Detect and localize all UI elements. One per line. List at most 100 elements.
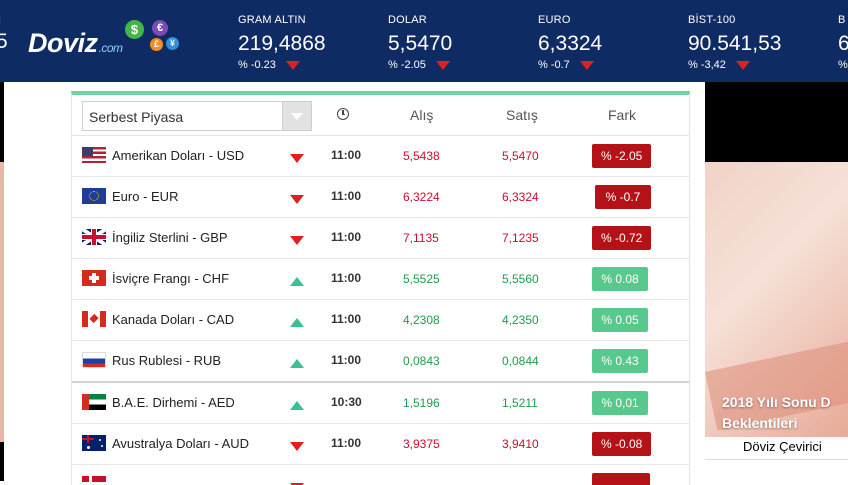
ticker-gram-altin[interactable]: GRAM ALTIN 219,4868 % -0.23 xyxy=(238,14,326,71)
direction-down-icon xyxy=(290,191,304,209)
ca-flag-icon xyxy=(82,311,106,327)
buy-price: 6,3224 xyxy=(403,190,440,204)
top-header: I 5 Doviz.com $ € £ ¥ GRAM ALTIN 219,486… xyxy=(0,0,848,82)
sell-price: 4,2350 xyxy=(502,313,539,327)
currency-table: Serbest Piyasa Alış Satış Fark Amerikan … xyxy=(71,91,690,485)
update-time: 11:00 xyxy=(331,312,362,326)
column-header-buy: Alış xyxy=(410,107,434,123)
currency-name[interactable]: İngiliz Sterlini - GBP xyxy=(112,230,228,245)
direction-down-icon xyxy=(290,479,304,485)
change-badge: % -2.05 xyxy=(592,144,652,168)
site-logo[interactable]: Doviz.com xyxy=(28,28,123,59)
table-row[interactable]: B.A.E. Dirhemi - AED 10:30 1,5196 1,5211… xyxy=(72,383,689,424)
ticker-edge-name: I xyxy=(0,14,1,26)
change-badge: % 0,01 xyxy=(592,391,648,415)
currency-name[interactable]: Kanada Doları - CAD xyxy=(112,312,235,327)
currency-name[interactable]: İsviçre Frangı - CHF xyxy=(112,271,230,286)
update-time: 11:00 xyxy=(331,230,362,244)
currency-name[interactable]: Avustralya Doları - AUD xyxy=(112,436,250,451)
table-row[interactable]: İngiliz Sterlini - GBP 11:00 7,1135 7,12… xyxy=(72,218,689,259)
ticker-euro[interactable]: EURO 6,3324 % -0.7 xyxy=(538,14,602,71)
buy-price: 1,5196 xyxy=(403,396,440,410)
column-header-sell: Satış xyxy=(506,107,538,123)
buy-price: 0,0843 xyxy=(403,354,440,368)
ae-flag-icon xyxy=(82,394,106,410)
sell-price: 0,0844 xyxy=(502,354,539,368)
ru-flag-icon xyxy=(82,352,106,368)
table-row[interactable]: İsviçre Frangı - CHF 11:00 5,5525 5,5560… xyxy=(72,259,689,300)
ticker-bist-100[interactable]: BİST-100 90.541,53 % -3,42 xyxy=(688,14,781,71)
converter-box: Döviz Çevirici xyxy=(705,437,848,481)
ticker-change: % -3,42 xyxy=(688,59,726,71)
yen-coin-icon: ¥ xyxy=(166,37,179,50)
ticker-change: % xyxy=(838,59,848,71)
ticker-value: 219,4868 xyxy=(238,32,326,55)
ticker-value: 5,5470 xyxy=(388,32,453,55)
market-select-value: Serbest Piyasa xyxy=(89,109,184,125)
sell-price: 6,3324 xyxy=(502,190,539,204)
ticker-name: BİST-100 xyxy=(688,14,736,26)
update-time: 11:00 xyxy=(331,148,362,162)
change-badge: % 0.05 xyxy=(592,308,648,332)
table-row[interactable]: Euro - EUR 11:00 6,3224 6,3324 % -0.7 xyxy=(72,177,689,218)
update-time: 11:00 xyxy=(331,353,362,367)
ticker-change: % -0.23 xyxy=(238,59,276,71)
table-row[interactable]: Amerikan Doları - USD 11:00 5,5438 5,547… xyxy=(72,136,689,177)
currency-name[interactable]: Amerikan Doları - USD xyxy=(112,148,245,163)
change-badge: % -0.72 xyxy=(592,226,652,250)
ticker-dolar[interactable]: DOLAR 5,5470 % -2.05 xyxy=(388,14,452,71)
ticker-name: DOLAR xyxy=(388,14,427,26)
direction-up-icon xyxy=(290,314,304,332)
ch-flag-icon xyxy=(82,270,106,286)
us-flag-icon xyxy=(82,147,106,163)
left-ad-image xyxy=(0,162,4,442)
dollar-coin-icon: $ xyxy=(125,20,144,39)
down-arrow-icon xyxy=(435,60,450,70)
market-select[interactable]: Serbest Piyasa xyxy=(82,101,312,131)
converter-link[interactable]: Döviz Çevirici xyxy=(743,439,822,454)
update-time: 11:00 xyxy=(331,271,362,285)
dropdown-button[interactable] xyxy=(282,102,311,130)
table-header: Serbest Piyasa Alış Satış Fark xyxy=(72,95,689,136)
promo-banner[interactable]: 2018 Yılı Sonu D Beklentileri xyxy=(705,162,848,444)
ticker-name: B xyxy=(838,14,846,26)
update-time: 11:00 xyxy=(331,189,362,203)
buy-price: 4,2308 xyxy=(403,313,440,327)
left-ad-strip xyxy=(0,82,4,481)
chevron-down-icon xyxy=(291,113,303,120)
buy-price: 3,9375 xyxy=(403,437,440,451)
ticker-name: EURO xyxy=(538,14,571,26)
sell-price: 7,1235 xyxy=(502,231,539,245)
ticker-name: GRAM ALTIN xyxy=(238,14,306,26)
table-row[interactable] xyxy=(72,465,689,485)
ticker-value: 6 xyxy=(838,32,848,55)
currency-name[interactable]: Euro - EUR xyxy=(112,189,179,204)
promo-line-2: Beklentileri xyxy=(722,415,798,431)
logo-text: Doviz xyxy=(28,28,98,58)
sell-price: 5,5470 xyxy=(502,149,539,163)
table-row[interactable]: Rus Rublesi - RUB 11:00 0,0843 0,0844 % … xyxy=(72,341,689,383)
buy-price: 7,1135 xyxy=(403,231,439,245)
direction-up-icon xyxy=(290,397,304,415)
table-row[interactable]: Kanada Doları - CAD 11:00 4,2308 4,2350 … xyxy=(72,300,689,341)
ticker-change: % -2.05 xyxy=(388,59,426,71)
column-header-diff: Fark xyxy=(608,107,636,123)
currency-name[interactable]: B.A.E. Dirhemi - AED xyxy=(112,395,235,410)
au-flag-icon xyxy=(82,435,106,451)
clock-icon xyxy=(337,108,349,120)
promo-text: 2018 Yılı Sonu D Beklentileri xyxy=(722,392,831,434)
direction-down-icon xyxy=(290,438,304,456)
divider xyxy=(705,459,848,460)
buy-price: 5,5525 xyxy=(403,272,440,286)
eu-flag-icon xyxy=(82,188,106,204)
direction-up-icon xyxy=(290,355,304,373)
promo-line-1: 2018 Yılı Sonu D xyxy=(722,394,831,410)
down-arrow-icon xyxy=(735,60,750,70)
currency-name[interactable]: Rus Rublesi - RUB xyxy=(112,353,222,368)
right-sidebar: 2018 Yılı Sonu D Beklentileri Döviz Çevi… xyxy=(705,82,848,481)
change-badge: % 0.43 xyxy=(592,349,648,373)
ticker-cut-off[interactable]: B 6 % xyxy=(838,14,848,71)
update-time: 11:00 xyxy=(331,436,362,450)
sell-price: 3,9410 xyxy=(502,437,539,451)
table-row[interactable]: Avustralya Doları - AUD 11:00 3,9375 3,9… xyxy=(72,424,689,465)
